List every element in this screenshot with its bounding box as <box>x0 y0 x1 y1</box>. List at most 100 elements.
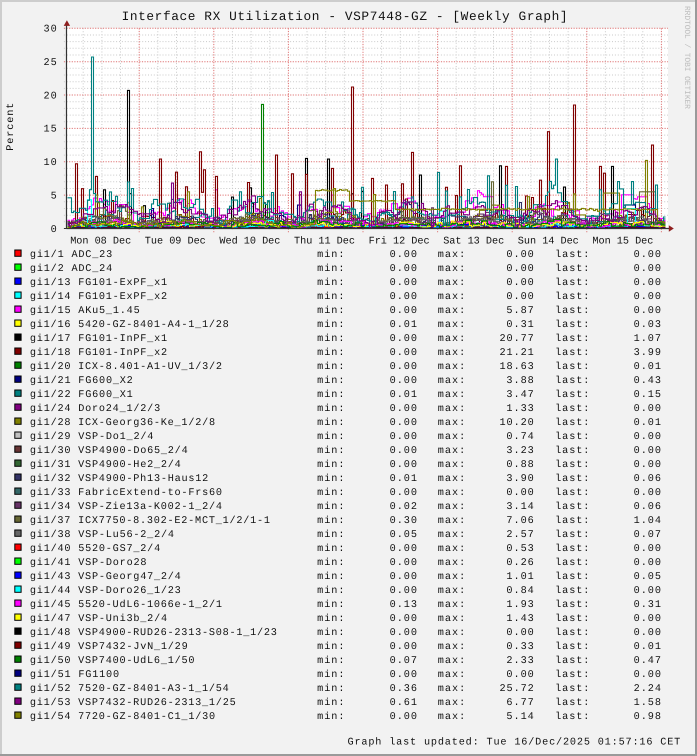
svg-text:gi1/34 VSP-Zie13a-K002-1_2/4: gi1/34 VSP-Zie13a-K002-1_2/4 <box>30 501 222 513</box>
svg-text:Wed 10 Dec: Wed 10 Dec <box>219 235 280 247</box>
svg-text:min:: min: <box>317 557 344 569</box>
svg-text:0.00: 0.00 <box>390 446 417 457</box>
svg-text:min:: min: <box>317 669 344 681</box>
svg-text:min:: min: <box>317 571 344 583</box>
svg-text:0.00: 0.00 <box>634 292 661 303</box>
svg-text:18.63: 18.63 <box>500 362 534 373</box>
svg-text:Fri 12 Dec: Fri 12 Dec <box>369 235 430 247</box>
svg-text:0.00: 0.00 <box>390 418 417 429</box>
svg-text:6.77: 6.77 <box>506 698 533 709</box>
svg-text:0.00: 0.00 <box>634 670 661 681</box>
svg-text:gi1/30 VSP4900-Do65_2/4: gi1/30 VSP4900-Do65_2/4 <box>30 445 188 457</box>
svg-text:0.00: 0.00 <box>634 614 661 625</box>
svg-text:0.00: 0.00 <box>390 264 417 275</box>
svg-text:last:: last: <box>555 319 589 331</box>
svg-text:max:: max: <box>438 264 465 275</box>
svg-text:max:: max: <box>438 530 465 541</box>
svg-text:min:: min: <box>317 417 344 429</box>
svg-text:min:: min: <box>317 389 344 401</box>
svg-text:0.00: 0.00 <box>390 376 417 387</box>
svg-text:gi1/29 VSP-Do1_2/4: gi1/29 VSP-Do1_2/4 <box>30 431 153 443</box>
svg-text:0.00: 0.00 <box>390 670 417 681</box>
svg-text:1.04: 1.04 <box>634 516 661 527</box>
svg-text:last:: last: <box>555 389 589 401</box>
svg-text:0.00: 0.00 <box>634 264 661 275</box>
svg-text:0.61: 0.61 <box>390 698 417 709</box>
svg-text:min:: min: <box>317 445 344 457</box>
svg-text:gi1/43 VSP-Georg47_2/4: gi1/43 VSP-Georg47_2/4 <box>30 571 181 583</box>
svg-text:gi1/18 FG101-InPF_x2: gi1/18 FG101-InPF_x2 <box>30 347 167 359</box>
svg-text:0.00: 0.00 <box>390 362 417 373</box>
svg-text:min:: min: <box>317 403 344 415</box>
svg-text:gi1/41 VSP-Doro28: gi1/41 VSP-Doro28 <box>30 557 147 569</box>
svg-text:min:: min: <box>317 305 344 317</box>
svg-text:gi1/16 5420-GZ-8401-A4-1_1/28: gi1/16 5420-GZ-8401-A4-1_1/28 <box>30 319 229 331</box>
svg-text:min:: min: <box>317 249 344 261</box>
svg-text:last:: last: <box>555 683 589 695</box>
svg-text:min:: min: <box>317 655 344 667</box>
svg-text:0.88: 0.88 <box>506 460 533 471</box>
svg-text:last:: last: <box>555 403 589 415</box>
svg-text:0.07: 0.07 <box>634 530 661 541</box>
svg-text:0.47: 0.47 <box>634 656 661 667</box>
svg-text:last:: last: <box>555 557 589 569</box>
svg-text:max:: max: <box>438 432 465 443</box>
svg-text:last:: last: <box>555 613 589 625</box>
svg-text:min:: min: <box>317 333 344 345</box>
svg-text:0.06: 0.06 <box>634 502 661 513</box>
svg-text:min:: min: <box>317 627 344 639</box>
svg-text:0.00: 0.00 <box>634 488 661 499</box>
svg-text:gi1/14 FG101-ExPF_x2: gi1/14 FG101-ExPF_x2 <box>30 291 167 303</box>
svg-text:Tue 09 Dec: Tue 09 Dec <box>145 236 206 247</box>
svg-text:max:: max: <box>438 376 465 387</box>
svg-text:0.01: 0.01 <box>390 474 417 485</box>
svg-text:3.90: 3.90 <box>506 474 533 485</box>
svg-text:gi1/33 FabricExtend-to-Frs60: gi1/33 FabricExtend-to-Frs60 <box>30 487 222 499</box>
svg-text:0.26: 0.26 <box>506 558 533 569</box>
svg-text:last:: last: <box>555 627 589 639</box>
svg-text:0.98: 0.98 <box>634 712 661 723</box>
svg-text:min:: min: <box>317 263 344 275</box>
svg-text:last:: last: <box>555 473 589 485</box>
svg-text:1.58: 1.58 <box>634 698 661 709</box>
svg-text:gi1/45 5520-UdL6-1066e-1_2/1: gi1/45 5520-UdL6-1066e-1_2/1 <box>30 599 222 611</box>
svg-text:0.00: 0.00 <box>506 250 533 261</box>
svg-text:max:: max: <box>438 474 465 485</box>
svg-text:gi1/13 FG101-ExPF_x1: gi1/13 FG101-ExPF_x1 <box>30 277 167 289</box>
svg-text:0.07: 0.07 <box>390 656 417 667</box>
svg-text:0.00: 0.00 <box>634 306 661 317</box>
svg-text:0.00: 0.00 <box>506 628 533 639</box>
svg-text:min:: min: <box>317 473 344 485</box>
svg-text:0.01: 0.01 <box>390 320 417 331</box>
svg-text:0.00: 0.00 <box>506 264 533 275</box>
svg-text:0.00: 0.00 <box>390 586 417 597</box>
svg-text:min:: min: <box>317 277 344 289</box>
svg-text:0.00: 0.00 <box>634 558 661 569</box>
svg-text:0.00: 0.00 <box>390 250 417 261</box>
svg-text:last:: last: <box>555 333 589 345</box>
svg-text:max:: max: <box>438 572 465 583</box>
svg-text:max:: max: <box>438 404 465 415</box>
svg-text:max:: max: <box>438 712 465 723</box>
svg-text:0.13: 0.13 <box>390 600 417 611</box>
svg-text:gi1/21 FG600_X2: gi1/21 FG600_X2 <box>30 375 133 387</box>
svg-text:0.00: 0.00 <box>634 446 661 457</box>
svg-text:last:: last: <box>555 515 589 527</box>
svg-text:5.14: 5.14 <box>506 712 533 723</box>
svg-text:max:: max: <box>438 600 465 611</box>
svg-text:RRDTOOL / TOBI OETIKER: RRDTOOL / TOBI OETIKER <box>682 6 691 109</box>
svg-text:0.00: 0.00 <box>390 614 417 625</box>
svg-text:max:: max: <box>438 628 465 639</box>
svg-text:0.00: 0.00 <box>506 278 533 289</box>
svg-text:0.00: 0.00 <box>390 334 417 345</box>
svg-text:0.06: 0.06 <box>634 474 661 485</box>
svg-text:max:: max: <box>438 488 465 499</box>
svg-text:last:: last: <box>555 641 589 653</box>
svg-text:max:: max: <box>438 418 465 429</box>
svg-text:min:: min: <box>317 543 344 555</box>
svg-text:gi1/24 Doro24_1/2/3: gi1/24 Doro24_1/2/3 <box>30 403 160 415</box>
svg-text:min:: min: <box>317 487 344 499</box>
svg-text:min:: min: <box>317 529 344 541</box>
svg-text:5.87: 5.87 <box>506 306 533 317</box>
svg-text:max:: max: <box>438 614 465 625</box>
